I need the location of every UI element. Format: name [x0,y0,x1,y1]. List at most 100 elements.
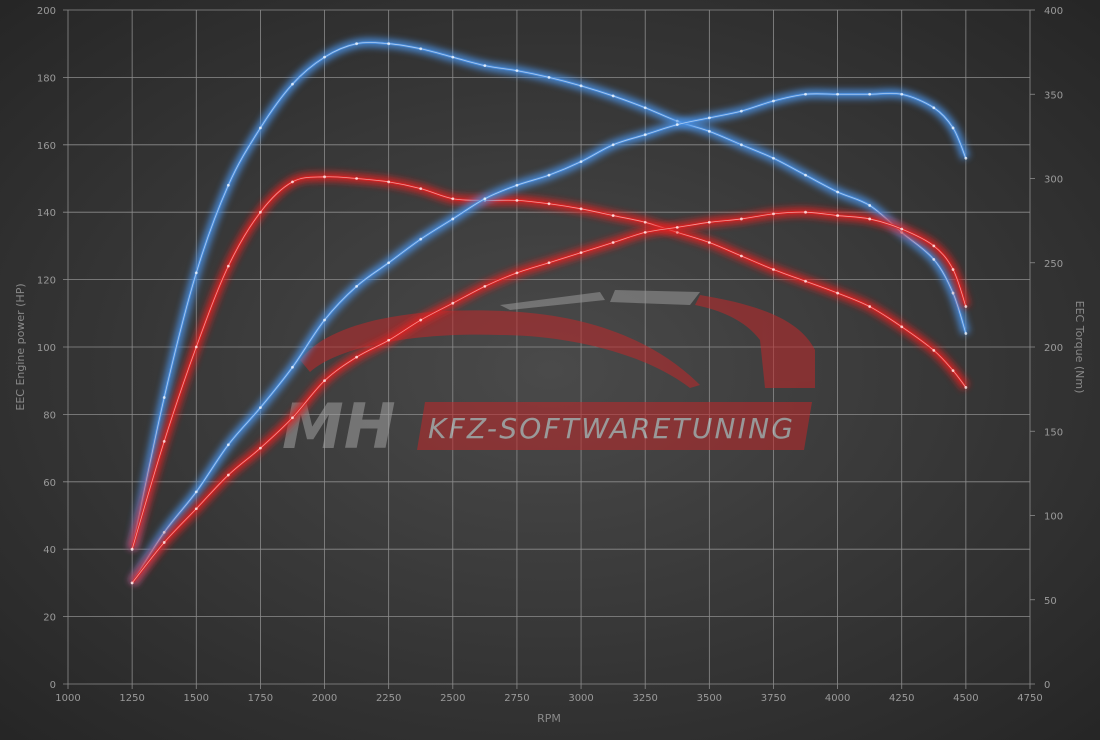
data-point [226,473,230,477]
data-point [547,202,551,206]
data-point [836,190,839,194]
data-point [259,210,262,214]
series-0 [127,37,971,551]
x-tick-label: 2000 [312,693,337,704]
y-tick-label-right: 0 [1044,680,1050,691]
data-point [291,82,294,86]
data-point [130,581,134,585]
y-tick-label-left: 60 [43,478,56,489]
data-point [707,241,711,244]
y-tick-label-left: 180 [37,73,56,84]
y-tick-label-left: 120 [37,276,56,287]
data-point [675,225,679,229]
data-point [226,443,230,447]
data-point [451,197,455,201]
data-point [451,301,455,305]
data-point [740,143,743,147]
y-tick-label-right: 300 [1044,175,1063,186]
data-point [643,231,647,234]
data-point [547,173,551,177]
data-point [162,396,166,399]
data-point [355,177,358,180]
data-point [323,55,326,59]
x-tick-label: 2500 [440,693,465,704]
data-point [804,210,807,214]
x-axis-label: RPM [537,712,561,725]
data-point [836,291,839,295]
data-point [951,291,955,295]
data-point [868,217,872,221]
y-tick-label-left: 160 [37,141,56,152]
data-point [611,94,615,98]
x-tick-label: 1750 [248,693,273,704]
data-point [964,386,968,389]
data-point [419,187,423,191]
y-tick-label-right: 400 [1044,6,1063,17]
data-point [951,369,955,372]
series-layer [127,37,971,586]
data-point [483,197,487,201]
data-point [836,92,839,96]
data-point [772,156,775,160]
data-point [323,318,326,322]
series-2 [128,88,971,586]
data-point [419,318,423,322]
x-tick-label: 3500 [697,693,722,704]
data-point [836,214,839,217]
data-point [740,217,743,221]
data-point [900,325,904,329]
data-point [162,541,166,544]
data-point [419,237,423,241]
data-point [451,217,455,221]
data-point [964,332,968,335]
data-point [932,257,936,261]
data-point [579,160,583,164]
data-point [515,271,519,275]
data-point [259,446,262,450]
data-point [323,379,326,383]
tick-labels: 1000 1250 1500 1750 2000 2250 2500 2750 3000 3250… [37,6,1063,704]
x-tick-label: 1500 [184,693,209,704]
x-tick-label: 3000 [568,693,593,704]
data-point [804,92,807,96]
data-point [419,47,423,51]
data-point [387,42,391,46]
data-point [515,183,519,187]
data-point [483,64,487,68]
data-point [515,199,519,202]
data-point [194,271,198,275]
x-tick-label: 1250 [119,693,144,704]
y-tick-label-left: 80 [43,410,56,421]
series-highlight [131,92,967,584]
data-point [259,406,262,410]
data-point [900,227,904,231]
y-tick-label-right: 150 [1044,427,1063,438]
data-point [162,439,166,443]
data-point [451,55,455,59]
data-point [387,261,391,265]
y-tick-label-right: 250 [1044,259,1063,270]
data-point [932,106,936,110]
data-point [291,180,294,184]
data-point [611,214,615,217]
data-point [772,212,775,216]
data-point [772,99,775,103]
data-point [964,156,968,160]
data-point [226,264,230,268]
data-point [740,109,743,113]
data-point [675,123,679,126]
y-tick-label-left: 200 [37,6,56,17]
data-point [387,180,391,184]
data-point [194,345,198,349]
data-point [483,284,487,288]
x-tick-label: 4000 [825,693,850,704]
data-point [643,220,647,224]
x-tick-label: 3750 [761,693,786,704]
x-tick-label: 4750 [1017,693,1042,704]
data-point [355,42,358,46]
y-tick-label-left: 100 [37,343,56,354]
y-tick-label-left: 20 [43,613,56,624]
data-point [707,129,711,133]
data-point [579,207,583,211]
data-point [291,365,294,369]
